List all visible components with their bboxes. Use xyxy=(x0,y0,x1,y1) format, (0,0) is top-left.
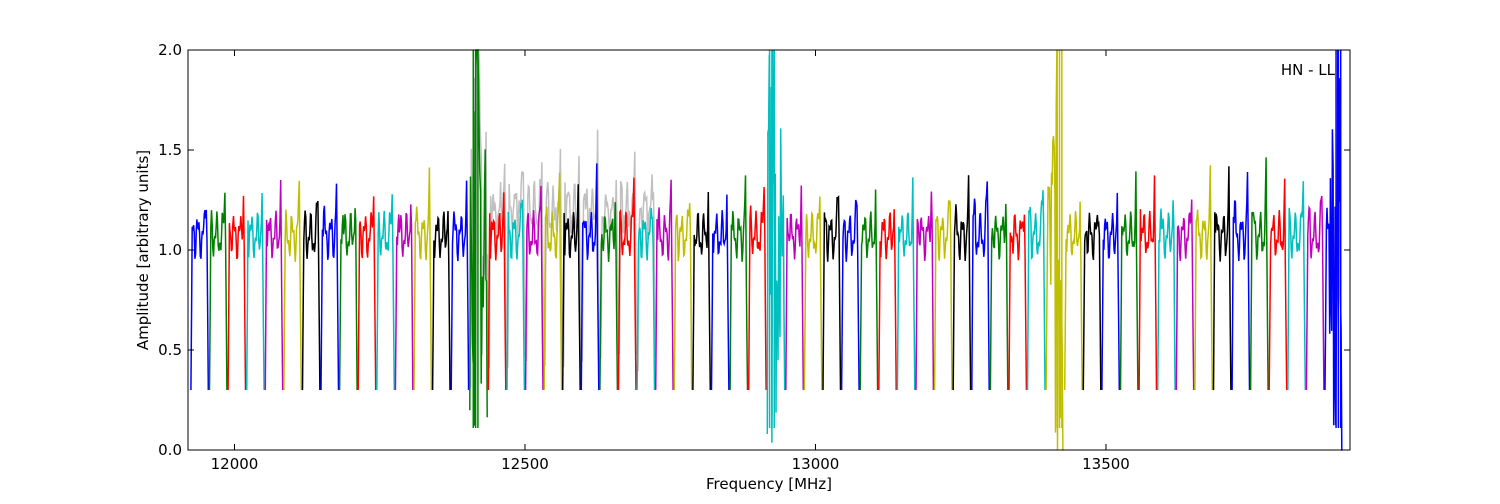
channel-line xyxy=(208,192,228,391)
channel-line xyxy=(636,207,656,391)
x-tick-label: 12000 xyxy=(211,455,259,473)
channel-line xyxy=(1026,190,1046,391)
channel-line xyxy=(989,203,1009,391)
channel-line xyxy=(301,200,321,391)
channel-line xyxy=(1175,199,1195,391)
channel-line xyxy=(245,192,265,391)
channel-line xyxy=(338,208,358,391)
channel-line xyxy=(822,194,842,391)
channel-line xyxy=(413,167,433,391)
channel-line xyxy=(1287,181,1307,391)
channel-line xyxy=(357,196,377,391)
channel-line xyxy=(1212,166,1232,391)
channel-line xyxy=(561,184,581,391)
channel-line xyxy=(543,172,563,391)
channel-line xyxy=(1082,212,1102,391)
channel-line xyxy=(971,181,990,391)
channel-line xyxy=(840,199,860,391)
channel-line xyxy=(1138,175,1158,391)
channel-line xyxy=(803,196,823,391)
y-axis-label: Amplitude [arbitrary units] xyxy=(134,150,152,350)
channel-line xyxy=(283,180,303,391)
channel-line xyxy=(1324,49,1343,451)
channel-line xyxy=(1119,171,1139,391)
channel-line xyxy=(450,180,470,391)
channel-line xyxy=(747,186,767,391)
channel-line xyxy=(1231,171,1251,391)
y-tick-label: 1.5 xyxy=(158,141,182,159)
channel-line xyxy=(933,200,953,391)
channel-line xyxy=(654,179,674,391)
channel-line xyxy=(878,209,897,391)
x-tick-label: 12500 xyxy=(501,455,549,473)
channel-line xyxy=(1101,192,1121,391)
background-channel-line xyxy=(488,163,508,373)
channel-line xyxy=(692,191,712,391)
channel-line xyxy=(673,203,693,391)
channel-line xyxy=(394,204,414,391)
channel-line xyxy=(1268,178,1288,391)
tick-layer: 12000 12500 13000 13500 0.0 0.5 1.0 1.5 2.0 xyxy=(158,41,1350,473)
x-axis-label: Frequency [MHz] xyxy=(706,475,832,493)
channel-line xyxy=(915,191,935,391)
channel-line xyxy=(376,194,396,391)
channel-line xyxy=(524,185,544,391)
channel-line xyxy=(729,175,749,391)
channel-line xyxy=(1156,200,1176,391)
channel-line xyxy=(785,185,805,391)
y-tick-label: 2.0 xyxy=(158,41,182,59)
channel-line xyxy=(1249,157,1269,391)
background-channel-line xyxy=(637,174,657,372)
channel-line xyxy=(487,192,507,391)
channel-line xyxy=(1305,195,1325,391)
channel-line xyxy=(1194,165,1214,391)
channel-line xyxy=(227,195,247,391)
channel-line xyxy=(599,202,619,391)
channel-line xyxy=(1045,49,1064,451)
plot-annotation: HN - LL xyxy=(1281,61,1336,79)
channel-line xyxy=(896,177,916,391)
channel-line xyxy=(859,189,879,391)
channel-line xyxy=(1063,201,1083,391)
series-layer xyxy=(190,49,1343,451)
y-tick-label: 0.5 xyxy=(158,341,182,359)
channel-line xyxy=(506,199,526,391)
channel-line xyxy=(952,175,972,391)
channel-line xyxy=(710,194,730,391)
y-tick-label: 1.0 xyxy=(158,241,182,259)
channel-line xyxy=(431,210,451,391)
y-tick-label: 0.0 xyxy=(158,441,182,459)
x-tick-label: 13000 xyxy=(792,455,840,473)
background-channel-line xyxy=(507,171,527,368)
x-tick-label: 13500 xyxy=(1082,455,1130,473)
channel-line xyxy=(264,179,284,391)
channel-line xyxy=(320,183,340,391)
channel-line xyxy=(617,177,637,391)
channel-line xyxy=(190,209,210,391)
channel-line xyxy=(1008,214,1028,391)
channel-line xyxy=(580,163,600,391)
